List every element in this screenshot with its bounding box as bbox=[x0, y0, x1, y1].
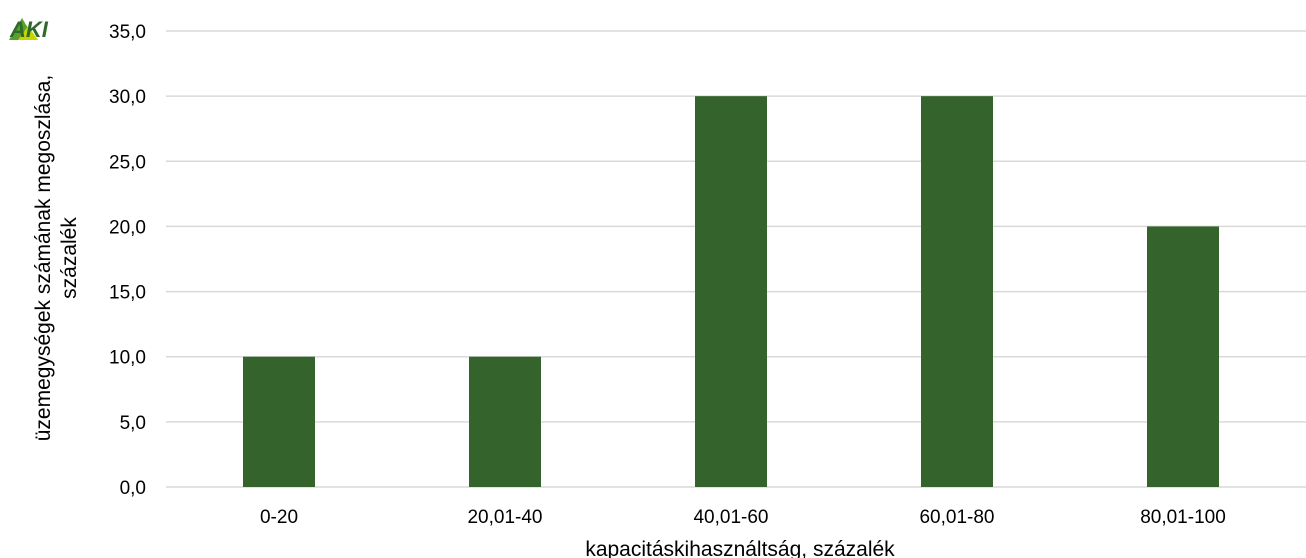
y-tick-label: 10,0 bbox=[109, 348, 146, 369]
x-tick-labels: 0-20 20,01-40 40,01-60 60,01-80 80,01-100 bbox=[260, 507, 1226, 528]
y-tick-label: 0,0 bbox=[120, 478, 146, 499]
bar-20,01-40 bbox=[469, 356, 541, 487]
logo-text: AKI bbox=[9, 17, 49, 42]
bar-0-20 bbox=[243, 356, 315, 487]
bars bbox=[243, 96, 1219, 488]
aki-logo: AKI bbox=[9, 17, 49, 42]
y-tick-labels: 0,0 5,0 10,0 15,0 20,0 25,0 30,0 35,0 bbox=[109, 22, 146, 499]
x-tick-label: 20,01-40 bbox=[467, 507, 542, 528]
bar-40,01-60 bbox=[695, 96, 767, 488]
y-tick-label: 15,0 bbox=[109, 283, 146, 304]
y-axis-title-line1: üzemegységek számának megoszlása, bbox=[32, 75, 55, 442]
y-axis-title-line2: százalék bbox=[58, 217, 81, 299]
x-axis-title: kapacitáskihasználtság, százalék bbox=[585, 538, 895, 558]
y-tick-label: 30,0 bbox=[109, 87, 146, 108]
y-tick-label: 25,0 bbox=[109, 152, 146, 173]
x-tick-label: 60,01-80 bbox=[919, 507, 994, 528]
x-tick-label: 40,01-60 bbox=[693, 507, 768, 528]
y-tick-label: 5,0 bbox=[120, 413, 146, 434]
y-tick-label: 20,0 bbox=[109, 217, 146, 238]
bar-80,01-100 bbox=[1147, 226, 1219, 487]
x-tick-label: 0-20 bbox=[260, 507, 298, 528]
bar-60,01-80 bbox=[921, 96, 993, 488]
y-tick-label: 35,0 bbox=[109, 22, 146, 43]
x-tick-label: 80,01-100 bbox=[1140, 507, 1226, 528]
